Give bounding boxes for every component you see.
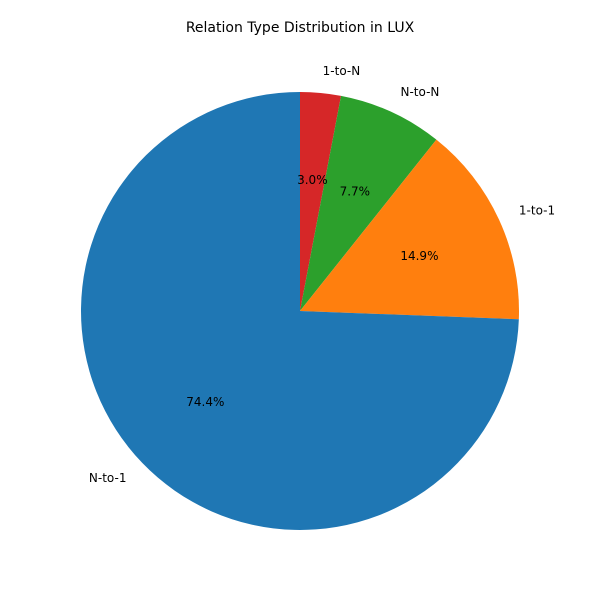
pie-category-label: N-to-1 <box>89 471 127 485</box>
pie-percent-labels: 3.0% 7.7% 14.9% 74.4% <box>186 173 438 409</box>
pie-category-label: 1-to-N <box>323 64 361 78</box>
pie-percent-label: 3.0% <box>297 173 328 187</box>
pie-percent-label: 74.4% <box>186 395 224 409</box>
pie-slices <box>81 92 519 531</box>
pie-percent-label: 7.7% <box>340 185 371 199</box>
pie-slice-1-to-n <box>300 92 342 311</box>
pie-slice-n-to-1 <box>81 92 519 531</box>
pie-slice-1-to-1 <box>300 139 519 320</box>
pie-slice-n-to-n <box>300 95 437 311</box>
pie-category-label: N-to-N <box>401 85 440 99</box>
pie-category-label: 1-to-1 <box>519 203 555 217</box>
chart-title: Relation Type Distribution in LUX <box>186 20 415 36</box>
pie-category-labels: 1-to-N N-to-N 1-to-1 N-to-1 <box>89 64 555 485</box>
pie-percent-label: 14.9% <box>400 249 438 263</box>
